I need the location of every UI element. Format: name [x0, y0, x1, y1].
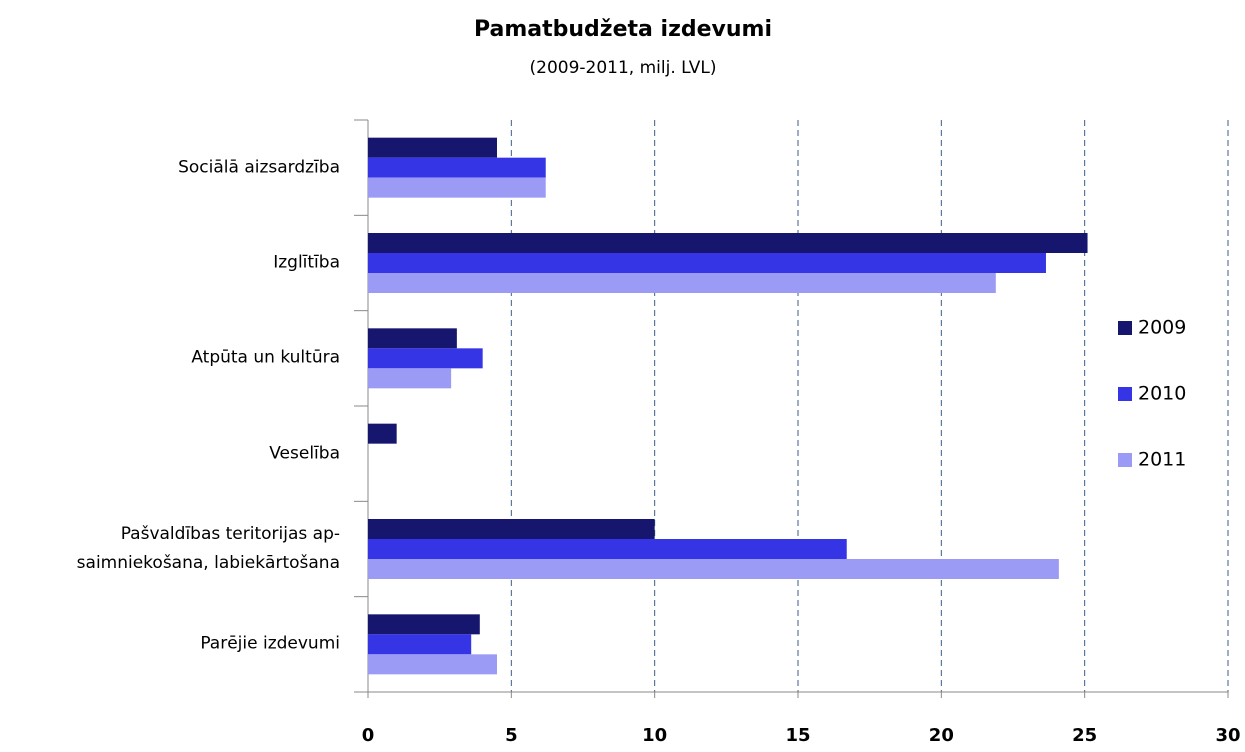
- bar: [368, 614, 480, 635]
- bar: [368, 348, 483, 369]
- bar: [368, 328, 457, 349]
- legend-label: 2010: [1138, 383, 1186, 405]
- x-tick-label: 0: [362, 725, 375, 746]
- bar: [368, 423, 397, 444]
- y-tick-label: Veselība: [269, 443, 340, 464]
- bar: [368, 233, 1088, 253]
- x-tick-label: 10: [642, 725, 667, 746]
- y-tick-label: Atpūta un kultūra: [191, 347, 340, 368]
- bar: [368, 559, 1059, 579]
- y-tick-label: Sociālā aizsardzība: [178, 157, 340, 178]
- bar: [368, 177, 546, 198]
- y-tick-label: Izglītība: [273, 252, 340, 273]
- bar: [368, 654, 497, 675]
- x-tick-label: 5: [505, 725, 518, 746]
- bar: [368, 519, 655, 539]
- bar: [368, 539, 847, 559]
- y-tick-label: Pašvaldības teritorijas ap- saimniekošan…: [76, 524, 340, 573]
- chart-subtitle: (2009-2011, milj. LVL): [530, 58, 717, 78]
- chart-title: Pamatbudžeta izdevumi: [474, 17, 772, 42]
- bar: [368, 273, 996, 293]
- x-tick-label: 25: [1072, 725, 1097, 746]
- legend-label: 2011: [1138, 449, 1186, 471]
- bar: [368, 137, 497, 158]
- legend-swatch: [1118, 453, 1132, 467]
- bar: [368, 634, 472, 655]
- x-tick-label: 20: [929, 725, 954, 746]
- bar: [368, 157, 546, 178]
- bar: [368, 368, 452, 389]
- x-tick-label: 30: [1215, 725, 1240, 746]
- legend-swatch: [1118, 387, 1132, 401]
- y-tick-label: Parējie izdevumi: [200, 633, 340, 654]
- legend-swatch: [1118, 321, 1132, 335]
- x-tick-label: 15: [785, 725, 810, 746]
- legend-label: 2009: [1138, 317, 1186, 339]
- bar: [368, 253, 1046, 273]
